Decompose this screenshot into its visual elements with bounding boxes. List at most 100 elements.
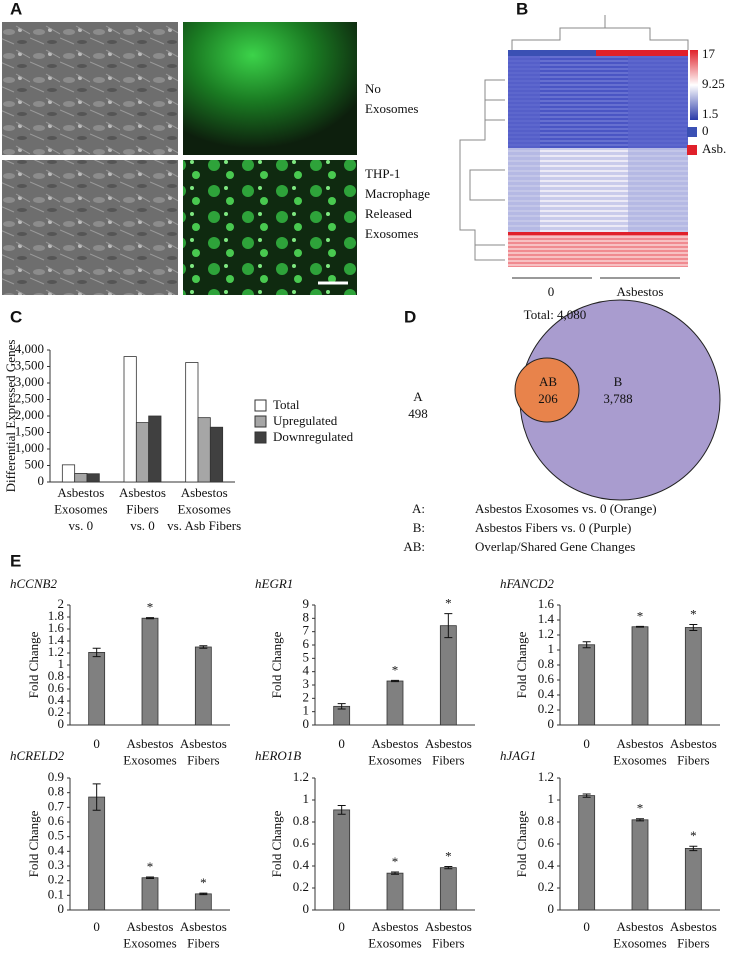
y-tick-label: 0.2 — [293, 879, 309, 894]
x-tick-label: 0 — [583, 919, 590, 934]
x-tick-label: Asbestos — [617, 919, 664, 934]
y-tick-label: 0.4 — [538, 857, 555, 872]
y-tick-label: 0.6 — [538, 835, 555, 850]
bar — [141, 877, 159, 911]
x-tick-label: Fibers — [126, 501, 159, 516]
bar — [386, 680, 404, 726]
error-bar — [337, 805, 346, 815]
key-text: Overlap/Shared Gene Changes — [475, 539, 635, 554]
y-tick-label: 1.4 — [538, 611, 555, 626]
bar — [631, 626, 649, 726]
y-tick-label: 1 — [303, 703, 310, 718]
bar — [61, 464, 76, 483]
error-bar — [199, 892, 208, 896]
x-tick-label: Asbestos — [57, 485, 104, 500]
error-bar — [444, 613, 453, 639]
key-text: B: — [413, 520, 425, 535]
panel-label: E — [10, 551, 21, 570]
bar — [141, 617, 159, 726]
group-label: Asbestos — [617, 284, 664, 299]
error-bar — [199, 645, 208, 649]
x-tick-label: Fibers — [677, 935, 710, 950]
legend-swatch — [687, 145, 697, 155]
bar — [439, 625, 457, 726]
chart-title: hERO1B — [255, 748, 301, 763]
y-axis-title: Fold Change — [514, 810, 529, 877]
panel-a — [2, 22, 357, 295]
x-tick-label: 0 — [93, 736, 100, 751]
x-tick-label: Asbestos — [670, 919, 717, 934]
legend-swatch — [254, 415, 267, 428]
y-tick-label: 0.1 — [48, 886, 64, 901]
micrograph — [2, 22, 178, 155]
bar — [194, 646, 212, 726]
venn-label: A — [413, 389, 423, 404]
y-tick-label: 3,000 — [15, 374, 44, 389]
venn-value: 498 — [408, 406, 428, 421]
significance-marker: * — [690, 828, 697, 843]
x-tick-label: 0 — [93, 919, 100, 934]
key-text: Asbestos Exosomes vs. 0 (Orange) — [475, 501, 657, 516]
x-tick-label: Exosomes — [54, 501, 107, 516]
venn-total: Total: 4,080 — [524, 307, 587, 322]
y-tick-label: 0.6 — [48, 813, 65, 828]
y-tick-label: 0 — [548, 716, 555, 731]
y-tick-label: 0.2 — [48, 704, 64, 719]
group-bar — [508, 50, 596, 56]
x-tick-label: Asbestos — [181, 485, 228, 500]
x-tick-label: Exosomes — [613, 935, 666, 950]
legend-swatch — [254, 399, 267, 412]
panel-label: C — [10, 307, 22, 326]
y-tick-label: 0.2 — [48, 872, 64, 887]
x-tick-label: Fibers — [432, 935, 465, 950]
y-tick-label: 0.8 — [538, 656, 554, 671]
y-tick-label: 1,000 — [15, 440, 44, 455]
bar — [74, 473, 88, 483]
bar — [197, 417, 211, 483]
heatmap-block — [508, 148, 688, 232]
error-bar — [92, 783, 101, 811]
x-tick-label: vs. 0 — [69, 518, 94, 533]
y-tick-label: 0.4 — [293, 857, 310, 872]
y-tick-label: 0.2 — [538, 701, 554, 716]
significance-marker: * — [637, 608, 644, 623]
y-tick-label: 1 — [548, 641, 555, 656]
y-tick-label: 0 — [38, 473, 45, 488]
y-tick-label: 0.9 — [48, 769, 64, 784]
heatmap-block — [508, 56, 688, 148]
bar — [333, 809, 351, 911]
y-tick-label: 4 — [303, 663, 310, 678]
panel-b: 0 Asb. 0 Asbestos — [459, 15, 726, 299]
y-tick-label: 0.8 — [48, 668, 64, 683]
y-tick-label: 2 — [303, 689, 310, 704]
y-tick-label: 7 — [303, 623, 310, 638]
error-bar — [582, 641, 591, 649]
y-tick-label: 0 — [548, 901, 555, 916]
x-tick-label: vs. Asb Fibers — [167, 518, 241, 533]
y-tick-label: 0.4 — [48, 842, 65, 857]
panel-label: A — [10, 0, 22, 18]
y-tick-label: 2,000 — [15, 407, 44, 422]
bar — [209, 426, 224, 483]
x-tick-label: Asbestos — [372, 736, 419, 751]
bar — [86, 473, 100, 483]
bar — [578, 644, 596, 726]
significance-marker: * — [445, 596, 452, 611]
bar — [148, 415, 162, 483]
x-tick-label: Asbestos — [180, 919, 227, 934]
y-tick-label: 0 — [58, 901, 65, 916]
image-label: No — [365, 81, 381, 96]
significance-marker: * — [200, 875, 207, 890]
colorbar-label: 9.25 — [702, 76, 725, 91]
significance-marker: * — [392, 662, 399, 677]
chart-title: hEGR1 — [255, 576, 293, 591]
panel-d: Total: 4,080 A 498 AB 206 B 3,788 — [408, 299, 721, 501]
error-bar — [391, 679, 399, 683]
y-tick-label: 0.8 — [48, 784, 64, 799]
x-tick-label: Asbestos — [127, 919, 174, 934]
x-tick-label: Exosomes — [123, 935, 176, 950]
chart-title: hCCNB2 — [10, 576, 57, 591]
bar — [684, 848, 702, 911]
bar — [88, 652, 106, 726]
y-tick-label: 0 — [303, 901, 310, 916]
